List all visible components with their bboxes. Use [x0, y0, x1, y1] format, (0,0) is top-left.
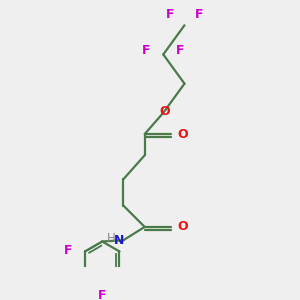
Text: O: O	[178, 220, 188, 233]
Text: F: F	[64, 244, 72, 256]
Text: H: H	[106, 232, 116, 245]
Text: F: F	[195, 8, 203, 21]
Text: F: F	[142, 44, 150, 57]
Text: O: O	[159, 105, 170, 118]
Text: N: N	[113, 234, 124, 247]
Text: O: O	[178, 128, 188, 140]
Text: F: F	[166, 8, 174, 21]
Text: F: F	[98, 290, 106, 300]
Text: F: F	[176, 44, 185, 57]
